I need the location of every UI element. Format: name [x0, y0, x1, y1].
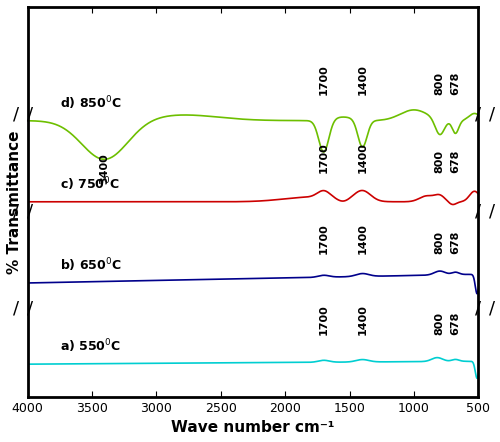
- Text: /: /: [26, 105, 33, 123]
- Text: 1400: 1400: [358, 223, 368, 254]
- Text: /: /: [476, 300, 482, 318]
- Text: /: /: [13, 202, 20, 221]
- Text: 1400: 1400: [358, 142, 368, 172]
- Text: 1700: 1700: [319, 64, 329, 95]
- Text: /: /: [489, 300, 495, 318]
- Text: 3400: 3400: [100, 153, 110, 184]
- Text: /: /: [489, 202, 495, 221]
- Text: 678: 678: [450, 312, 460, 335]
- Text: 1700: 1700: [319, 304, 329, 335]
- Text: 678: 678: [450, 71, 460, 95]
- Text: 1700: 1700: [319, 223, 329, 254]
- Text: /: /: [26, 202, 33, 221]
- X-axis label: Wave number cm⁻¹: Wave number cm⁻¹: [171, 420, 334, 435]
- Text: 800: 800: [434, 72, 444, 95]
- Text: 678: 678: [450, 230, 460, 254]
- Text: 800: 800: [434, 231, 444, 254]
- Text: 800: 800: [434, 312, 444, 335]
- Text: c) 750$^0$C: c) 750$^0$C: [60, 175, 120, 193]
- Text: 1400: 1400: [358, 304, 368, 335]
- Text: /: /: [476, 105, 482, 123]
- Text: b) 650$^0$C: b) 650$^0$C: [60, 256, 121, 274]
- Y-axis label: % Transmittance: % Transmittance: [7, 130, 22, 274]
- Text: /: /: [476, 202, 482, 221]
- Text: 1700: 1700: [319, 142, 329, 172]
- Text: /: /: [26, 300, 33, 318]
- Text: 800: 800: [434, 149, 444, 172]
- Text: 1400: 1400: [358, 64, 368, 95]
- Text: /: /: [13, 300, 20, 318]
- Text: 678: 678: [450, 149, 460, 172]
- Text: /: /: [13, 105, 20, 123]
- Text: a) 550$^0$C: a) 550$^0$C: [60, 338, 120, 355]
- Text: /: /: [489, 105, 495, 123]
- Text: d) 850$^0$C: d) 850$^0$C: [60, 94, 121, 111]
